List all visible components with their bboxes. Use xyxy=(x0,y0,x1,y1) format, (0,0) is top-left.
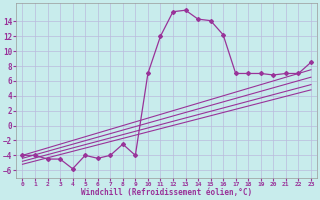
X-axis label: Windchill (Refroidissement éolien,°C): Windchill (Refroidissement éolien,°C) xyxy=(81,188,252,197)
